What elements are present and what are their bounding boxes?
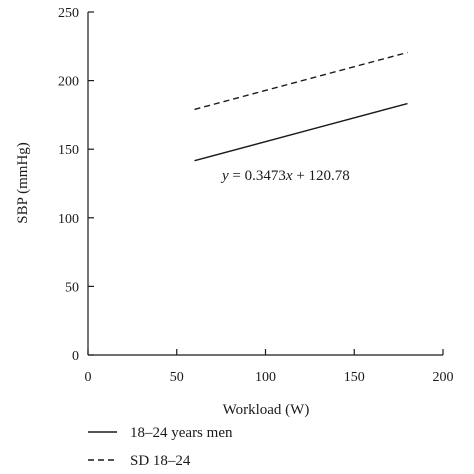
legend-label: 18–24 years men	[130, 425, 233, 441]
y-tick-label: 0	[72, 349, 79, 364]
y-tick-label: 250	[58, 6, 79, 21]
series-line-18-24-years-men	[194, 102, 408, 162]
regression-equation-annotation: y = 0.3473x + 120.78	[220, 168, 350, 184]
series-line-sd-18-24	[194, 51, 408, 111]
x-tick-label: 200	[433, 370, 454, 385]
x-axis-title: Workload (W)	[223, 402, 310, 418]
legend: 18–24 years men SD 18–24	[88, 425, 233, 469]
data-series	[194, 51, 408, 162]
axis-ticks: 0 50 100 150 200 0 50 100 150 200 250	[58, 6, 454, 385]
y-tick-label: 100	[58, 212, 79, 227]
x-tick-label: 150	[344, 370, 365, 385]
y-axis-title: SBP (mmHg)	[15, 142, 31, 224]
y-tick-label: 50	[65, 280, 79, 295]
y-tick-label: 200	[58, 75, 79, 90]
x-tick-label: 50	[170, 370, 184, 385]
x-tick-label: 0	[85, 370, 92, 385]
x-tick-label: 100	[255, 370, 276, 385]
legend-label: SD 18–24	[130, 453, 191, 469]
y-tick-label: 150	[58, 143, 79, 158]
